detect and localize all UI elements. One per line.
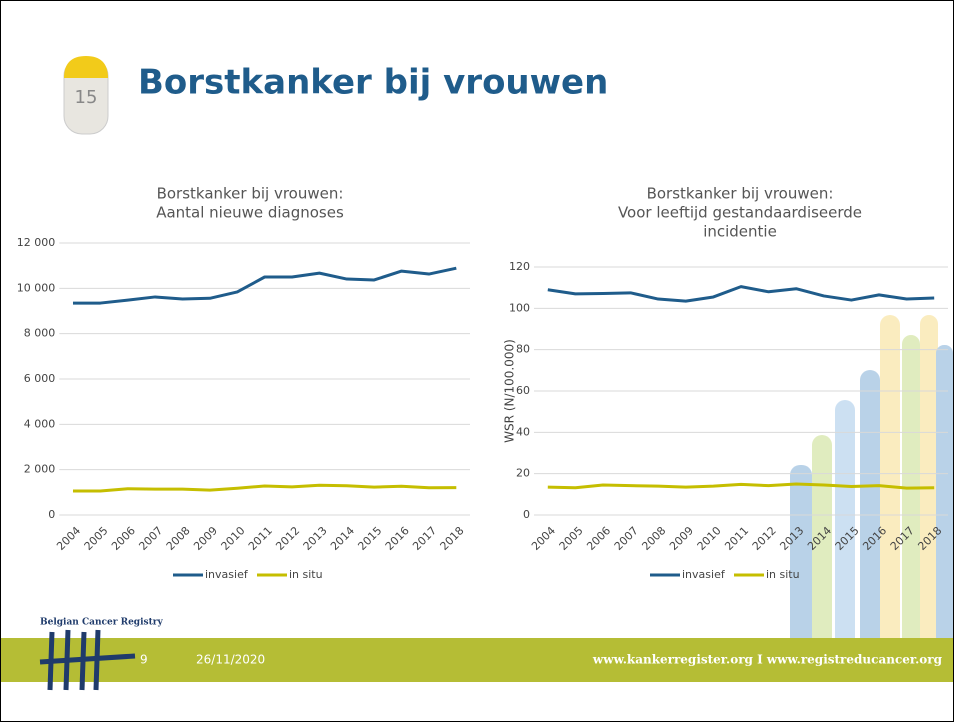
milestone-number: 15: [75, 87, 98, 108]
y-tick-label: 6 000: [24, 372, 56, 385]
y-tick-label: 120: [509, 260, 530, 273]
y-tick-label: 100: [509, 301, 530, 314]
decoration: [790, 315, 953, 675]
slide-title: Borstkanker bij vrouwen: [138, 63, 608, 103]
y-tick-label: 4 000: [24, 417, 56, 430]
series-line: [547, 285, 935, 303]
page-number: 9: [140, 653, 148, 667]
logo-text: Belgian Cancer Registry: [40, 618, 163, 628]
logo-mark: [39, 629, 136, 691]
milestone-icon: 15: [63, 56, 109, 135]
footer-url: www.kankerregister.org I www.registreduc…: [592, 653, 943, 667]
chart-title: Borstkanker bij vrouwen:: [157, 185, 344, 203]
legend-label: invasief: [205, 568, 249, 581]
chart-title: Aantal nieuwe diagnoses: [156, 204, 344, 222]
y-tick-label: 40: [516, 425, 530, 438]
y-tick-label: 0: [48, 508, 55, 521]
chart-title: Voor leeftijd gestandaardiseerde: [618, 204, 862, 222]
y-tick-label: 10 000: [17, 281, 56, 294]
chart-title: Borstkanker bij vrouwen:: [647, 185, 834, 203]
y-tick-label: 60: [516, 384, 530, 397]
series-line: [72, 266, 457, 305]
date: 26/11/2020: [196, 653, 265, 667]
y-tick-label: 0: [523, 508, 530, 521]
legend-label: in situ: [289, 568, 323, 581]
series-line: [72, 483, 457, 493]
legend-label: invasief: [682, 568, 726, 581]
y-tick-label: 8 000: [24, 327, 56, 340]
footer-band: [1, 638, 953, 682]
series-line: [547, 482, 935, 490]
legend-label: in situ: [766, 568, 800, 581]
y-axis-label: WSR (N/100.000): [503, 339, 517, 443]
y-tick-label: 80: [516, 343, 530, 356]
y-tick-label: 12 000: [17, 236, 56, 249]
y-tick-label: 20: [516, 467, 530, 480]
chart-title: incidentie: [703, 223, 777, 241]
y-tick-label: 2 000: [24, 463, 56, 476]
